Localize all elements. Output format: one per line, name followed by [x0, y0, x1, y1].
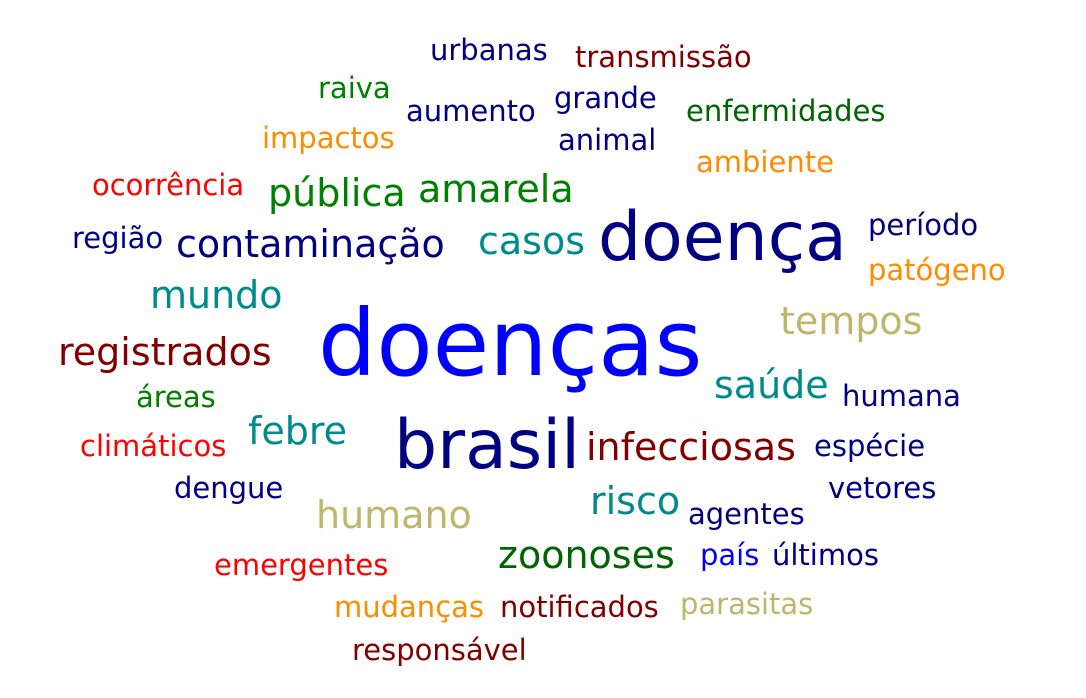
word-areas: áreas [136, 380, 216, 414]
word-emergentes: emergentes [214, 548, 389, 582]
word-parasitas: parasitas [680, 587, 814, 621]
word-amarela: amarela [418, 167, 574, 211]
word-brasil: brasil [394, 406, 581, 485]
word-responsavel: responsável [352, 633, 527, 667]
word-patogeno: patógeno [868, 253, 1006, 287]
word-periodo: período [868, 208, 979, 242]
word-ultimos: últimos [772, 538, 879, 572]
word-contaminacao: contaminação [176, 222, 445, 266]
word-tempos: tempos [780, 299, 923, 343]
word-ambiente: ambiente [696, 145, 834, 179]
word-doencas: doenças [318, 290, 703, 397]
word-urbanas: urbanas [430, 33, 548, 67]
word-pais: país [700, 538, 760, 572]
word-notificados: notificados [500, 590, 659, 624]
word-risco: risco [590, 479, 681, 523]
word-enfermidades: enfermidades [686, 94, 886, 128]
word-especie: espécie [814, 429, 926, 463]
word-regiao: região [72, 221, 164, 255]
word-registrados: registrados [58, 330, 272, 374]
word-aumento: aumento [406, 94, 536, 128]
word-mundo: mundo [150, 273, 283, 317]
word-saude: saúde [714, 363, 829, 407]
word-impactos: impactos [262, 121, 395, 155]
word-zoonoses: zoonoses [498, 533, 675, 577]
word-grande: grande [554, 81, 657, 115]
word-doenca: doença [598, 198, 847, 277]
word-agentes: agentes [688, 497, 805, 531]
word-febre: febre [248, 409, 348, 453]
word-infecciosas: infecciosas [586, 425, 796, 469]
word-publica: pública [268, 171, 406, 215]
word-vetores: vetores [828, 471, 937, 505]
word-animal: animal [558, 123, 657, 157]
word-humano: humano [316, 493, 472, 537]
word-climaticos: climáticos [80, 429, 227, 463]
word-mudancas: mudanças [334, 590, 485, 624]
word-humana: humana [842, 379, 961, 413]
word-ocorrencia: ocorrência [92, 168, 245, 202]
word-raiva: raiva [318, 71, 391, 105]
word-casos: casos [478, 219, 586, 263]
word-transmissao: transmissão [575, 40, 752, 74]
word-dengue: dengue [174, 471, 284, 505]
